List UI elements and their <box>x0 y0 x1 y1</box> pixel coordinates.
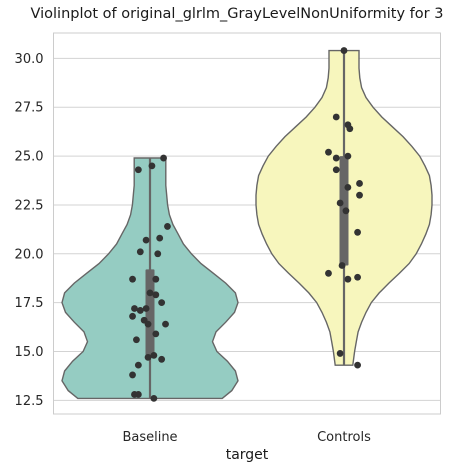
data-point <box>136 248 144 256</box>
data-point <box>354 273 361 281</box>
data-point <box>136 307 144 314</box>
data-point <box>144 320 152 328</box>
data-point <box>162 320 169 328</box>
data-point <box>144 353 152 361</box>
data-point <box>129 312 136 320</box>
data-point <box>133 336 140 344</box>
data-point <box>156 234 164 242</box>
data-point <box>150 351 158 359</box>
y-tick-label: 27.5 <box>15 101 44 116</box>
plot-frame <box>53 32 441 415</box>
y-tick-label: 30.0 <box>15 52 44 67</box>
data-point <box>344 275 352 283</box>
data-point <box>354 228 361 236</box>
data-point <box>142 305 150 312</box>
data-point <box>344 152 352 160</box>
data-point <box>150 394 158 402</box>
data-point <box>325 148 332 156</box>
data-point <box>158 355 166 363</box>
y-tick-label: 17.5 <box>15 296 44 311</box>
data-point <box>164 223 171 230</box>
data-point <box>134 166 142 174</box>
data-point <box>336 350 344 357</box>
x-tick-labels: Baseline Controls <box>122 430 371 445</box>
data-point <box>142 236 150 244</box>
x-axis-label: target <box>226 447 269 463</box>
x-tick-label: Baseline <box>122 430 177 445</box>
data-point <box>152 275 160 283</box>
data-point <box>354 361 361 369</box>
data-point <box>131 305 138 312</box>
y-tick-label: 15.0 <box>15 345 44 360</box>
data-point <box>129 275 136 283</box>
data-point <box>134 391 142 398</box>
data-point <box>338 262 346 269</box>
x-tick-label: Controls <box>317 430 371 445</box>
data-point <box>134 361 142 369</box>
y-tick-label: 22.5 <box>15 198 44 213</box>
data-point <box>356 180 363 187</box>
violin-baseline <box>61 154 239 402</box>
y-tick-label: 20.0 <box>15 247 44 262</box>
data-point <box>356 191 363 199</box>
y-tick-label: 12.5 <box>15 394 44 409</box>
data-point <box>152 291 160 299</box>
y-tick-labels: 12.5 15.0 17.5 20.0 22.5 25.0 27.5 30.0 <box>15 52 44 409</box>
data-point <box>342 207 350 215</box>
y-tick-label: 25.0 <box>15 150 44 165</box>
data-point <box>160 154 167 162</box>
data-point <box>332 154 340 162</box>
data-point <box>332 166 340 174</box>
data-point <box>158 299 166 307</box>
data-point <box>346 125 354 133</box>
violin-controls <box>255 47 433 369</box>
data-point <box>340 47 348 54</box>
data-point <box>332 113 340 121</box>
data-point <box>152 330 160 338</box>
chart-title: Violinplot of original_glrlm_GrayLevelNo… <box>31 6 444 22</box>
data-point <box>154 250 162 258</box>
data-point <box>146 289 154 297</box>
data-point <box>148 162 156 170</box>
data-point <box>129 371 136 379</box>
data-point <box>336 199 344 207</box>
data-point <box>325 269 332 277</box>
violins <box>61 47 433 402</box>
iqr-box <box>145 269 155 356</box>
data-point <box>344 183 352 191</box>
